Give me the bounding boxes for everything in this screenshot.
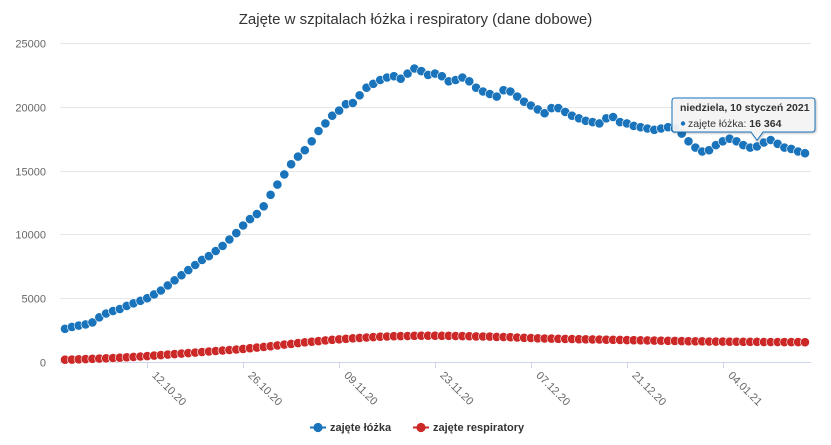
- data-point[interactable]: [238, 220, 248, 231]
- data-point[interactable]: [286, 159, 296, 170]
- legend-marker: [416, 422, 426, 433]
- series-layer: [60, 63, 810, 365]
- data-point[interactable]: [354, 90, 365, 101]
- tooltip-title: niedziela, 10 styczeń 2021: [680, 102, 810, 114]
- tooltip: niedziela, 10 styczeń 2021 zajęte łóżka: …: [671, 97, 816, 142]
- data-point[interactable]: [395, 73, 406, 84]
- data-point[interactable]: [594, 118, 605, 129]
- data-point[interactable]: [334, 105, 344, 116]
- legend-label: zajęte łóżka: [330, 422, 392, 434]
- data-point[interactable]: [279, 169, 290, 180]
- data-point[interactable]: [224, 234, 235, 245]
- data-point[interactable]: [155, 285, 166, 296]
- data-point[interactable]: [320, 118, 331, 129]
- legend: zajęte łóżka zajęte respiratory: [310, 422, 525, 434]
- data-point[interactable]: [539, 108, 550, 119]
- chart-title: Zajęte w szpitalach łóżka i respiratory …: [239, 11, 593, 28]
- data-point[interactable]: [464, 76, 475, 87]
- grid-layer: [60, 43, 811, 363]
- y-tick-label: 25000: [15, 39, 46, 51]
- tooltip-value: 16 364: [749, 118, 781, 130]
- data-point[interactable]: [258, 201, 269, 212]
- data-point[interactable]: [683, 136, 694, 147]
- data-point[interactable]: [183, 265, 194, 275]
- tooltip-box: [671, 97, 816, 142]
- data-point[interactable]: [608, 112, 618, 122]
- data-point[interactable]: [265, 189, 276, 200]
- data-point[interactable]: [87, 317, 98, 328]
- data-point[interactable]: [306, 136, 317, 147]
- data-point[interactable]: [217, 240, 228, 251]
- data-point[interactable]: [203, 251, 214, 261]
- tooltip-series-label: zajęte łóżka:: [688, 118, 749, 130]
- series-zajete-lozka: [60, 63, 810, 334]
- legend-marker: [313, 422, 323, 433]
- data-point[interactable]: [347, 98, 358, 108]
- tooltip-bullet: [680, 121, 686, 126]
- legend-label: zajęte respiratory: [433, 422, 525, 434]
- data-point[interactable]: [704, 145, 714, 156]
- data-point[interactable]: [169, 275, 180, 286]
- y-tick-label: 10000: [15, 230, 46, 242]
- y-tick-label: 5000: [22, 294, 46, 306]
- data-point[interactable]: [800, 337, 810, 348]
- data-point[interactable]: [231, 228, 242, 238]
- y-tick-label: 15000: [15, 167, 46, 179]
- legend-item-zajete-respiratory[interactable]: zajęte respiratory: [413, 422, 525, 434]
- data-point[interactable]: [190, 260, 201, 270]
- series-zajete-respiratory: [60, 330, 810, 365]
- data-point[interactable]: [245, 214, 255, 224]
- y-tick-label: 20000: [15, 103, 46, 115]
- data-point[interactable]: [272, 179, 283, 190]
- data-point[interactable]: [251, 209, 262, 219]
- y-tick-label: 0: [40, 358, 46, 370]
- data-point[interactable]: [436, 71, 447, 82]
- data-point[interactable]: [800, 148, 810, 159]
- data-point[interactable]: [313, 126, 324, 136]
- tooltip-value-line: zajęte łóżka: 16 364: [688, 118, 782, 130]
- data-point[interactable]: [293, 151, 303, 162]
- data-point[interactable]: [162, 280, 173, 291]
- data-point[interactable]: [402, 68, 413, 79]
- data-point[interactable]: [210, 246, 221, 256]
- legend-item-zajete-lozka[interactable]: zajęte łóżka: [310, 422, 392, 434]
- data-point[interactable]: [299, 145, 310, 156]
- data-point[interactable]: [505, 86, 516, 97]
- data-point[interactable]: [491, 91, 502, 102]
- data-point[interactable]: [176, 270, 187, 281]
- data-point[interactable]: [512, 91, 523, 102]
- data-point[interactable]: [327, 110, 338, 121]
